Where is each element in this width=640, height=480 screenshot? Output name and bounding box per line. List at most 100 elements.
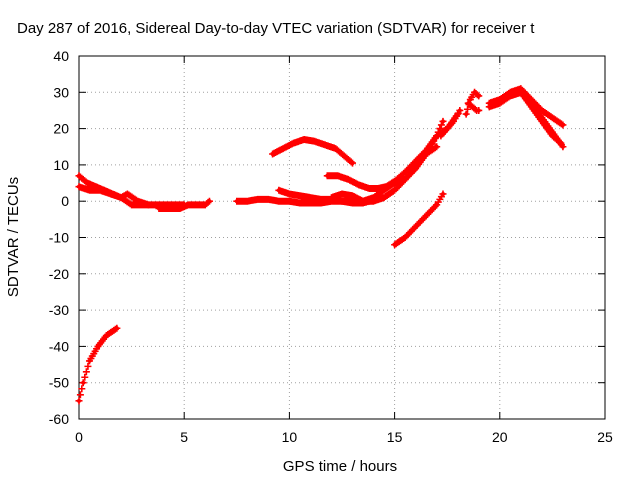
y-tick-label: 10 <box>53 157 69 173</box>
data-point <box>413 224 418 229</box>
data-point <box>434 133 439 138</box>
data-point <box>424 213 429 218</box>
data-point <box>266 197 271 202</box>
data-point <box>302 137 307 142</box>
data-point <box>440 119 445 124</box>
data-point <box>497 101 502 106</box>
data-point <box>194 202 199 207</box>
data-point <box>108 191 113 196</box>
data-point <box>367 186 372 191</box>
y-tick-label: 30 <box>53 84 69 100</box>
y-tick-label: 40 <box>53 48 69 64</box>
x-tick-label: 25 <box>597 429 613 445</box>
data-point <box>457 108 462 113</box>
data-point <box>340 191 344 196</box>
x-tick-label: 5 <box>180 429 188 445</box>
data-point <box>119 195 124 200</box>
y-tick-label: 0 <box>61 193 69 209</box>
data-point <box>234 199 239 204</box>
data-point <box>150 202 155 207</box>
data-point <box>333 146 338 151</box>
data-point <box>413 166 418 171</box>
data-point <box>539 115 544 120</box>
series-track-6 <box>269 135 357 167</box>
data-point <box>325 173 330 178</box>
y-tick-label: -40 <box>49 338 69 354</box>
series-track-10 <box>391 190 447 249</box>
data-point <box>476 108 481 113</box>
x-tick-label: 10 <box>282 429 298 445</box>
data-point <box>361 199 366 204</box>
data-point <box>470 104 475 109</box>
data-point <box>297 201 302 206</box>
data-point <box>186 202 191 207</box>
data-point <box>308 195 313 200</box>
data-point <box>434 202 439 207</box>
data-series <box>75 85 567 405</box>
series-track-12 <box>462 88 483 118</box>
data-point <box>445 126 450 131</box>
y-tick-label: 20 <box>53 121 69 137</box>
data-point <box>424 148 429 153</box>
data-point <box>550 115 555 120</box>
data-point <box>177 206 182 211</box>
data-point <box>487 104 492 109</box>
data-point <box>340 199 344 204</box>
data-point <box>403 177 408 182</box>
data-point <box>539 108 544 113</box>
data-point <box>77 398 81 403</box>
data-point <box>392 179 397 184</box>
data-point <box>529 101 534 106</box>
data-point <box>560 122 565 127</box>
data-point <box>287 199 292 204</box>
data-point <box>281 146 286 151</box>
data-point <box>276 199 281 204</box>
data-point <box>350 199 355 204</box>
data-point <box>403 235 408 240</box>
data-point <box>413 159 418 164</box>
data-point <box>255 197 260 202</box>
data-point <box>87 188 92 193</box>
data-point <box>403 170 408 175</box>
data-point <box>392 188 397 193</box>
y-tick-label: -30 <box>49 302 69 318</box>
data-point <box>146 202 151 207</box>
data-point <box>270 152 275 157</box>
data-point <box>518 90 523 95</box>
axis-ticks: 0 5 10 15 20 25 -60 -50 -40 -30 -20 -10 0 10 20 30 40 <box>49 48 613 445</box>
data-point <box>245 199 250 204</box>
data-point <box>104 333 109 338</box>
data-point <box>287 191 292 196</box>
data-point <box>323 142 328 147</box>
series-track-16 <box>506 88 567 151</box>
series-track-13 <box>464 99 483 114</box>
data-point <box>129 202 134 207</box>
data-point <box>308 201 313 206</box>
data-point <box>95 344 100 349</box>
data-point <box>291 141 296 146</box>
y-tick-label: -60 <box>49 411 69 427</box>
data-point <box>371 199 376 204</box>
data-point <box>468 97 473 102</box>
data-point <box>125 191 130 196</box>
data-point <box>85 181 90 186</box>
data-point <box>434 144 439 149</box>
y-tick-label: -20 <box>49 266 69 282</box>
data-point <box>346 177 351 182</box>
data-point <box>508 93 513 98</box>
data-point <box>87 358 92 363</box>
data-point <box>342 153 347 158</box>
data-point <box>77 173 81 178</box>
data-point <box>156 206 161 211</box>
y-tick-label: -50 <box>49 375 69 391</box>
data-point <box>207 199 212 204</box>
data-point <box>356 182 361 187</box>
series-track-3 <box>75 183 152 209</box>
data-point <box>335 173 340 178</box>
x-axis-label: GPS time / hours <box>283 458 397 475</box>
data-point <box>312 139 317 144</box>
series-track-11 <box>437 106 464 140</box>
series-track-1 <box>75 324 121 405</box>
data-point <box>438 133 443 138</box>
